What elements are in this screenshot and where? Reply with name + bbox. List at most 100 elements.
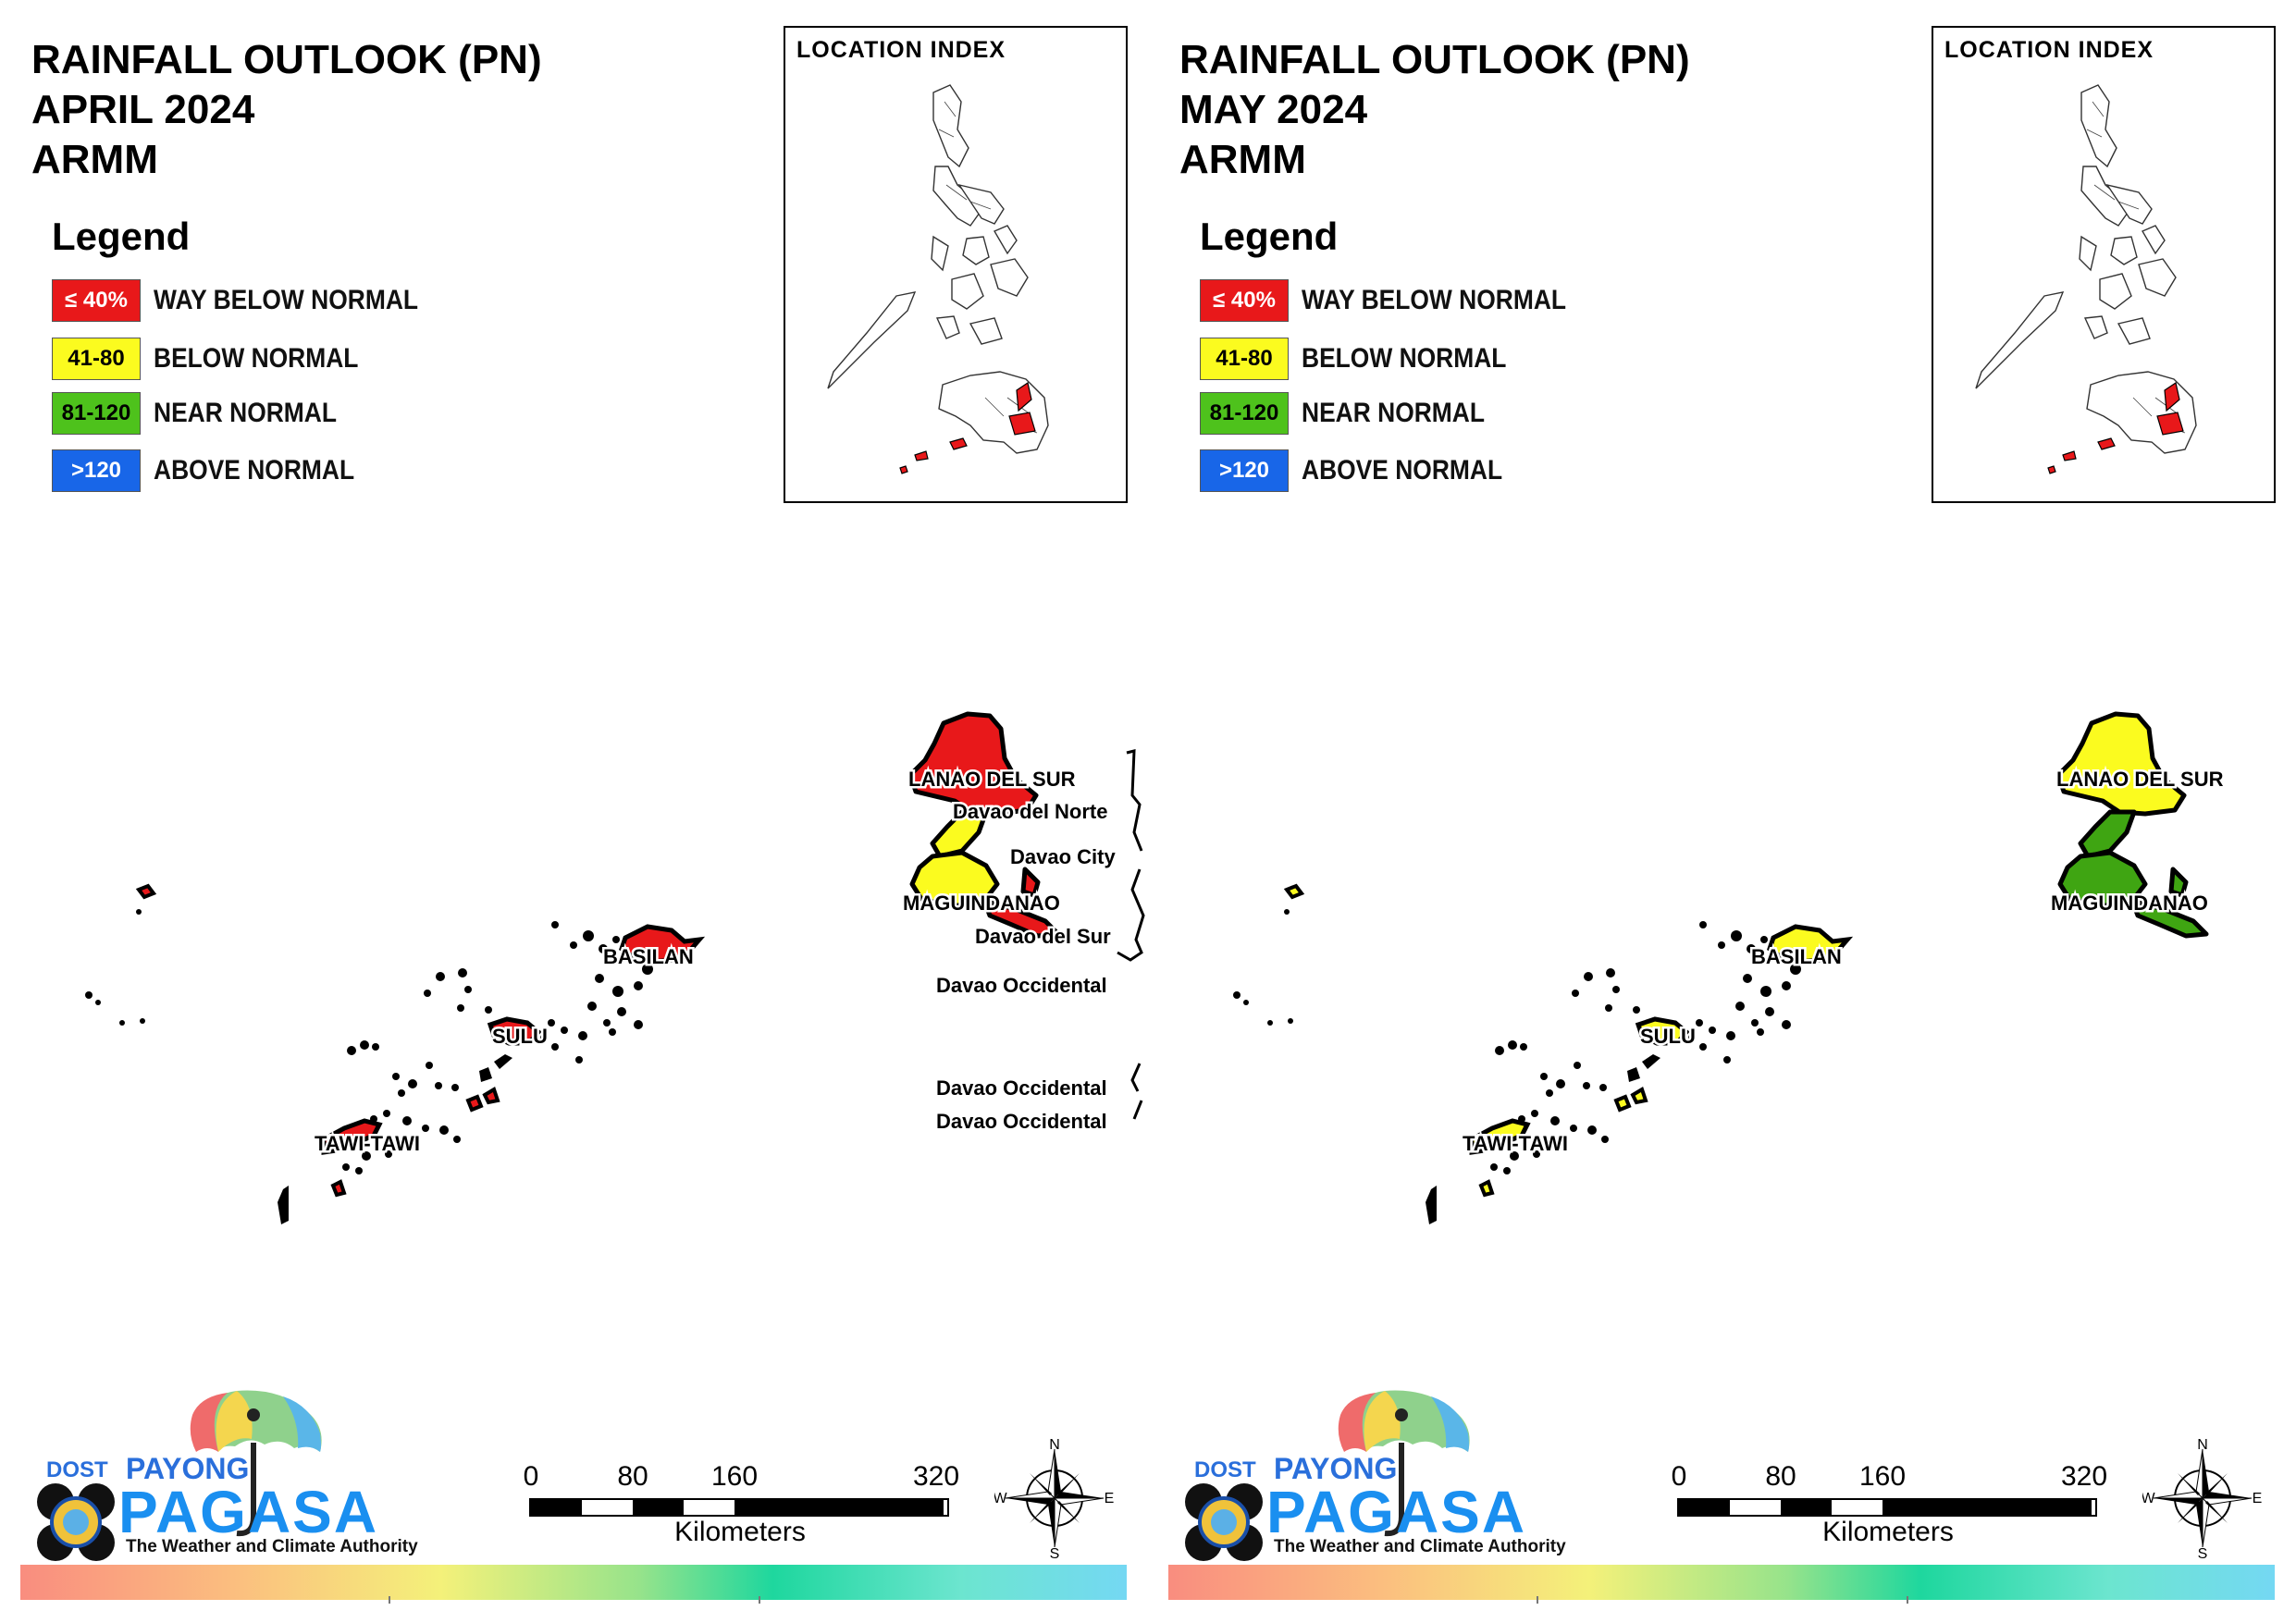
- label-tawi-tawi: TAWI-TAWI: [1463, 1132, 1568, 1155]
- pagasa-text: PAGASA: [1266, 1479, 1527, 1545]
- map-title: RAINFALL OUTLOOK (PN) APRIL 2024 ARMM: [31, 35, 542, 185]
- scale-unit: Kilometers: [674, 1517, 806, 1547]
- payong-pagasa-logo: DOST PAYONG PAGASA The Weather and Clima…: [1181, 1378, 1566, 1563]
- title-line-3: ARMM: [31, 137, 158, 182]
- sulu-island: [1635, 1016, 1690, 1046]
- scale-tick: 0: [1671, 1461, 1687, 1492]
- color-strip: [1168, 1565, 2275, 1604]
- philippines-index-map: [1975, 84, 2197, 474]
- legend-label: WAY BELOW NORMAL: [154, 285, 419, 315]
- label-davao-del-norte: Davao del Norte: [953, 800, 1108, 823]
- label-basilan: BASILAN: [603, 945, 694, 968]
- scale-bar: 0 80 160 320 Kilometers: [1666, 1461, 2110, 1563]
- label-davao-occidental: Davao Occidental: [936, 1076, 1107, 1100]
- label-lanao-del-sur: LANAO DEL SUR: [908, 768, 1076, 791]
- scale-tick: 80: [1765, 1461, 1796, 1492]
- tagline-text: The Weather and Climate Authority: [1274, 1537, 1566, 1556]
- philippines-index-map: [827, 84, 1049, 474]
- tawi-tawi-islet: [1478, 1179, 1495, 1198]
- compass-n: N: [2197, 1438, 2208, 1453]
- compass-w: W: [994, 1491, 1007, 1506]
- compass-rose-icon: N S E W: [2142, 1438, 2263, 1558]
- label-davao-del-sur: Davao del Sur: [975, 925, 1111, 948]
- title-line-1: RAINFALL OUTLOOK (PN): [31, 37, 542, 82]
- color-strip: [20, 1565, 1127, 1604]
- sulu-islet: [1613, 1094, 1632, 1113]
- label-maguindanao: MAGUINDANAO: [903, 891, 1060, 915]
- scale-tick: 320: [2060, 1461, 2108, 1492]
- legend-label: ABOVE NORMAL: [1302, 455, 1503, 486]
- compass-e: E: [2253, 1491, 2263, 1506]
- label-davao-occidental: Davao Occidental: [936, 1110, 1107, 1133]
- legend-title: Legend: [1200, 215, 1339, 258]
- pagasa-seal-icon: [37, 1483, 115, 1561]
- scale-tick: 0: [523, 1461, 539, 1492]
- legend-swatch: >120: [52, 449, 141, 492]
- scale-tick: 80: [617, 1461, 648, 1492]
- scale-tick: 320: [912, 1461, 960, 1492]
- cagayan-de-tawi-tawi: [135, 883, 157, 900]
- label-sulu: SULU: [492, 1025, 548, 1048]
- legend-label: ABOVE NORMAL: [154, 455, 355, 486]
- maguindanao-south: [2129, 898, 2209, 939]
- compass-n: N: [1049, 1438, 1060, 1453]
- legend-label: NEAR NORMAL: [1302, 398, 1485, 428]
- payong-text: PAYONG: [126, 1452, 250, 1485]
- compass-s: S: [1050, 1546, 1060, 1558]
- scale-tick: 160: [1858, 1461, 1907, 1492]
- scale-tick: 160: [710, 1461, 759, 1492]
- scale-unit: Kilometers: [1822, 1517, 1954, 1547]
- armm-region-map: LANAO DEL SUR MAGUINDANAO BASILAN SULU T…: [1233, 711, 2226, 1224]
- maguindanao-south: [981, 898, 1061, 939]
- scale-bar: 0 80 160 320 Kilometers: [518, 1461, 962, 1563]
- scale-bar-graphic: [529, 1498, 949, 1517]
- pagasa-text: PAGASA: [118, 1479, 379, 1545]
- label-lanao-del-sur: LANAO DEL SUR: [2056, 768, 2224, 791]
- maguindanao: [2057, 850, 2148, 909]
- dost-text: DOST: [46, 1457, 108, 1482]
- maguindanao-east: [1020, 867, 1041, 898]
- dost-text: DOST: [1194, 1457, 1256, 1482]
- location-index: LOCATION INDEX: [1932, 26, 2276, 503]
- armm-region-map: LANAO DEL SUR Davao del Norte Davao City…: [85, 711, 1145, 1224]
- label-sulu: SULU: [1640, 1025, 1696, 1048]
- sulu-islet: [482, 1087, 500, 1105]
- payong-pagasa-logo: DOST PAYONG PAGASA The Weather and Clima…: [33, 1378, 418, 1563]
- cagayan-de-tawi-tawi: [1283, 883, 1305, 900]
- maguindanao-east: [2168, 867, 2189, 898]
- legend-swatch: ≤ 40%: [52, 279, 141, 322]
- label-maguindanao: MAGUINDANAO: [2051, 891, 2208, 915]
- lanao-del-sur-south: [2078, 809, 2137, 859]
- tawi-tawi-islet: [330, 1179, 347, 1198]
- legend-label: BELOW NORMAL: [1302, 343, 1507, 374]
- legend-swatch: >120: [1200, 449, 1289, 492]
- compass-rose-icon: N S E W: [994, 1438, 1115, 1558]
- location-index-title: LOCATION INDEX: [1944, 37, 2154, 63]
- pagasa-seal-icon: [1185, 1483, 1263, 1561]
- lanao-del-sur-north: [907, 711, 1039, 817]
- legend-title: Legend: [52, 215, 191, 258]
- legend-swatch: 81-120: [52, 392, 141, 435]
- label-tawi-tawi: TAWI-TAWI: [315, 1132, 420, 1155]
- compass-s: S: [2198, 1546, 2208, 1558]
- title-line-3: ARMM: [1179, 137, 1306, 182]
- payong-text: PAYONG: [1274, 1452, 1398, 1485]
- legend-swatch: 41-80: [52, 338, 141, 380]
- sulu-islet: [1630, 1087, 1648, 1105]
- outlook-panel-may: RAINFALL OUTLOOK (PN) MAY 2024 ARMM Lege…: [1148, 0, 2296, 1623]
- legend-label: BELOW NORMAL: [154, 343, 359, 374]
- tawi-tawi-island: [321, 1118, 383, 1155]
- label-basilan: BASILAN: [1751, 945, 1842, 968]
- compass-w: W: [2142, 1491, 2155, 1506]
- tagline-text: The Weather and Climate Authority: [126, 1537, 418, 1556]
- map-title: RAINFALL OUTLOOK (PN) MAY 2024 ARMM: [1179, 35, 1690, 185]
- basilan-island: [1767, 924, 1854, 965]
- legend-label: NEAR NORMAL: [154, 398, 337, 428]
- legend-swatch: 41-80: [1200, 338, 1289, 380]
- label-davao-city: Davao City: [1010, 845, 1116, 868]
- basilan-island: [619, 924, 706, 965]
- compass-e: E: [1105, 1491, 1115, 1506]
- label-davao-occidental: Davao Occidental: [936, 974, 1107, 997]
- outlook-panel-april: RAINFALL OUTLOOK (PN) APRIL 2024 ARMM Le…: [20, 26, 1145, 1604]
- legend-swatch: ≤ 40%: [1200, 279, 1289, 322]
